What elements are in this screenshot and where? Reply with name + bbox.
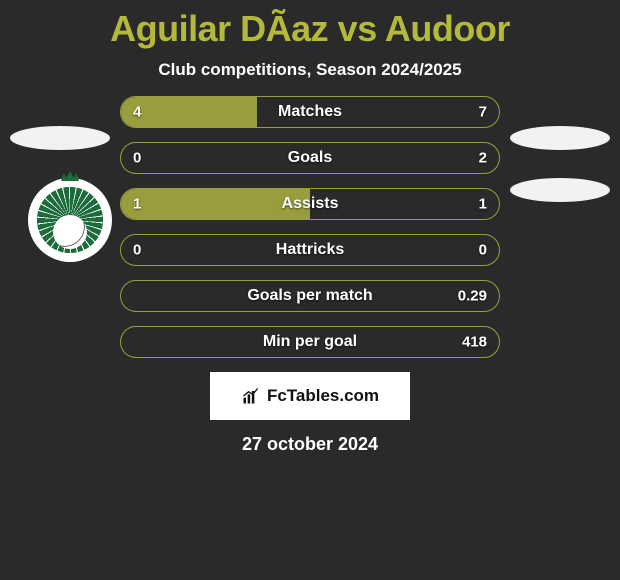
date-label: 27 october 2024 (10, 434, 610, 455)
stat-label: Goals per match (247, 287, 372, 305)
stat-row-matches: 4 Matches 7 (120, 96, 500, 128)
stat-row-assists: 1 Assists 1 (120, 188, 500, 220)
page-subtitle: Club competitions, Season 2024/2025 (10, 60, 610, 80)
stat-value-right: 2 (479, 150, 487, 167)
stat-label: Assists (282, 195, 339, 213)
stat-row-hattricks: 0 Hattricks 0 (120, 234, 500, 266)
soccer-ball-icon (53, 215, 87, 249)
stat-value-left: 4 (133, 104, 141, 121)
stat-value-left: 1 (133, 196, 141, 213)
stat-label: Matches (278, 103, 342, 121)
stat-row-goals: 0 Goals 2 (120, 142, 500, 174)
bar-chart-icon (241, 386, 261, 406)
club-badge-left (28, 178, 112, 262)
stat-value-left: 0 (133, 242, 141, 259)
stat-value-right: 0 (479, 242, 487, 259)
stats-list: 4 Matches 7 0 Goals 2 1 Assists 1 0 Hatt… (120, 96, 500, 358)
stat-row-min-per-goal: Min per goal 418 (120, 326, 500, 358)
attribution-logo[interactable]: FcTables.com (210, 372, 410, 420)
placeholder-ellipse-mid-right (510, 178, 610, 202)
stat-value-left: 0 (133, 150, 141, 167)
stat-fill-left (121, 97, 257, 127)
stat-row-goals-per-match: Goals per match 0.29 (120, 280, 500, 312)
stat-label: Hattricks (276, 241, 344, 259)
stat-value-right: 418 (462, 334, 487, 351)
stat-value-right: 1 (479, 196, 487, 213)
placeholder-ellipse-top-left (10, 126, 110, 150)
page-title: Aguilar DÃ­az vs Audoor (10, 0, 610, 50)
stat-label: Goals (288, 149, 332, 167)
stat-value-right: 7 (479, 104, 487, 121)
club-badge-inner (37, 187, 103, 253)
placeholder-ellipse-top-right (510, 126, 610, 150)
stat-value-right: 0.29 (458, 288, 487, 305)
stat-label: Min per goal (263, 333, 357, 351)
attribution-logo-text: FcTables.com (267, 386, 379, 406)
